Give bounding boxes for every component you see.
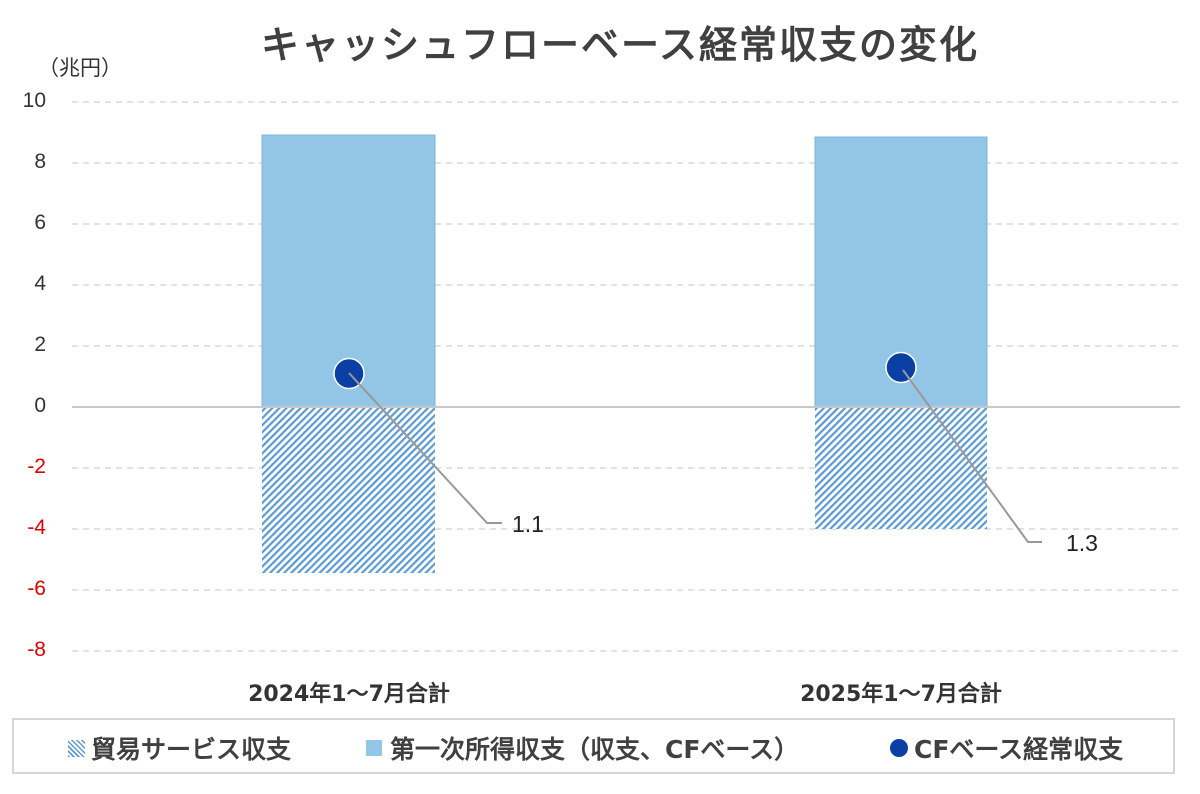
gridlines xyxy=(72,101,1180,652)
y-tick-minus-6: -6 xyxy=(27,577,46,600)
leader-line-2024 xyxy=(348,372,502,524)
legend-item-primary-income: 第一次所得収支（収支、CFベース） xyxy=(366,730,799,766)
y-axis-unit-label: （兆円） xyxy=(38,56,122,80)
y-tick-minus-8: -8 xyxy=(27,638,46,661)
data-label-2024: 1.1 xyxy=(512,511,544,537)
legend-item-cf-current-account: CFベース経常収支 xyxy=(890,730,1123,766)
legend: 貿易サービス収支 第一次所得収支（収支、CFベース） CFベース経常収支 xyxy=(12,718,1175,774)
y-tick-0: 0 xyxy=(34,394,46,417)
y-tick-6: 6 xyxy=(34,211,46,234)
legend-label: CFベース経常収支 xyxy=(914,735,1124,764)
y-tick-2: 2 xyxy=(34,333,46,356)
data-label-2025: 1.3 xyxy=(1066,530,1098,556)
square-swatch-icon xyxy=(366,740,382,756)
x-category-2025: 2025年1～7月合計 xyxy=(800,682,1002,707)
legend-label: 貿易サービス収支 xyxy=(91,735,292,764)
circle-marker-icon xyxy=(890,739,908,757)
bar-trade-services-2024 xyxy=(262,407,435,573)
hatch-swatch-icon xyxy=(68,739,85,757)
marker-cf-current-account-2025 xyxy=(885,351,917,384)
y-tick-8: 8 xyxy=(34,150,46,173)
chart-title: キャッシュフローベース経常収支の変化 xyxy=(260,23,980,67)
y-tick-10: 10 xyxy=(22,89,46,112)
x-category-2024: 2024年1～7月合計 xyxy=(248,682,450,707)
y-tick-minus-4: -4 xyxy=(27,516,46,539)
legend-item-trade-services: 貿易サービス収支 xyxy=(68,730,291,766)
legend-label: 第一次所得収支（収支、CFベース） xyxy=(390,735,800,764)
leader-line-2025 xyxy=(902,369,1042,543)
y-tick-4: 4 xyxy=(34,272,46,295)
bar-trade-services-2025 xyxy=(815,407,987,529)
y-tick-minus-2: -2 xyxy=(27,455,46,478)
